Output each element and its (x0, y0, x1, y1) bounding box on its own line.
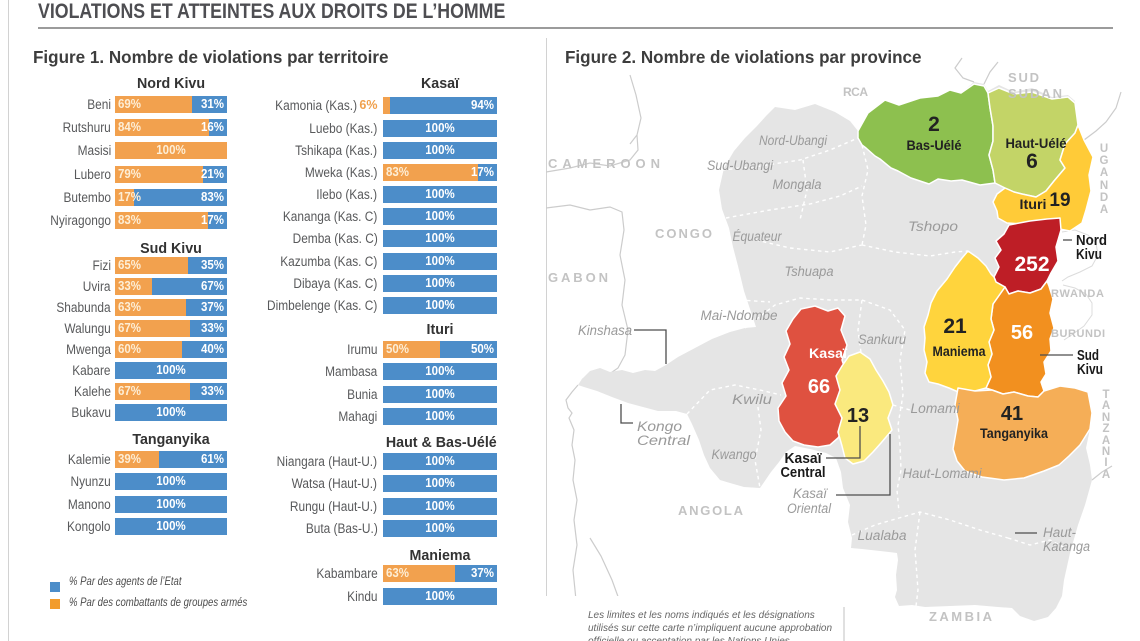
svg-text:Kivu: Kivu (1077, 361, 1103, 378)
svg-text:BURUNDI: BURUNDI (1051, 328, 1105, 340)
svg-text:6: 6 (1026, 150, 1038, 173)
svg-text:Mongala: Mongala (773, 177, 822, 192)
svg-text:Haut-: Haut- (1043, 525, 1077, 540)
svg-text:Sud-Ubangi: Sud-Ubangi (707, 158, 774, 173)
svg-text:SUDAN: SUDAN (1008, 86, 1062, 101)
svg-text:Central: Central (781, 464, 826, 481)
svg-text:U: U (1100, 143, 1108, 155)
svg-text:Lualaba: Lualaba (858, 528, 907, 543)
svg-text:T: T (1102, 389, 1109, 401)
svg-text:Les limites et les noms indiqu: Les limites et les noms indiqués et les … (588, 610, 815, 621)
svg-text:CAMEROON: CAMEROON (548, 156, 660, 171)
svg-text:Kasaï: Kasaï (793, 486, 828, 501)
svg-text:A: A (1102, 400, 1110, 412)
svg-text:N: N (1102, 412, 1110, 424)
svg-text:Haut-Uélé: Haut-Uélé (1006, 135, 1067, 151)
svg-text:19: 19 (1049, 190, 1070, 211)
svg-text:Lomami: Lomami (911, 401, 961, 416)
svg-text:56: 56 (1011, 322, 1033, 344)
svg-text:Kwilu: Kwilu (732, 392, 773, 407)
svg-text:ANGOLA: ANGOLA (678, 503, 744, 518)
svg-text:N: N (1100, 180, 1108, 192)
svg-text:CONGO: CONGO (655, 226, 712, 241)
svg-text:Kivu: Kivu (1076, 246, 1102, 263)
svg-text:RWANDA: RWANDA (1051, 288, 1104, 300)
svg-text:Kongo: Kongo (637, 419, 683, 434)
svg-text:Équateur: Équateur (733, 229, 782, 244)
svg-text:252: 252 (1014, 253, 1049, 276)
svg-text:Kasaï: Kasaï (809, 346, 848, 361)
svg-text:utilisés sur cette carte n’imp: utilisés sur cette carte n’impliquent au… (588, 623, 832, 634)
svg-text:2: 2 (928, 113, 940, 136)
svg-text:41: 41 (1001, 403, 1023, 425)
svg-text:SUD: SUD (1008, 70, 1039, 85)
svg-text:A: A (1102, 435, 1110, 447)
svg-text:N: N (1102, 446, 1110, 458)
svg-text:officielle ou acceptation par: officielle ou acceptation par les Nation… (588, 636, 790, 641)
svg-text:Tshopo: Tshopo (908, 219, 959, 234)
svg-text:Ituri: Ituri (1020, 196, 1047, 212)
svg-text:A: A (1102, 469, 1110, 481)
svg-text:Z: Z (1102, 423, 1109, 435)
svg-text:Bas-Uélé: Bas-Uélé (907, 137, 962, 153)
svg-text:Sankuru: Sankuru (858, 332, 906, 347)
svg-text:ZAMBIA: ZAMBIA (929, 609, 993, 624)
svg-text:21: 21 (943, 315, 967, 338)
svg-text:66: 66 (808, 376, 830, 398)
svg-text:Kwango: Kwango (712, 447, 757, 462)
svg-text:I: I (1104, 457, 1107, 469)
svg-text:Central: Central (637, 433, 691, 448)
svg-text:Haut-Lomami: Haut-Lomami (903, 466, 983, 481)
svg-text:A: A (1100, 167, 1108, 179)
svg-text:G: G (1100, 155, 1109, 167)
svg-text:RCA: RCA (843, 85, 868, 99)
svg-text:Tshuapa: Tshuapa (785, 264, 834, 279)
svg-text:D: D (1100, 192, 1108, 204)
svg-text:Kinshasa: Kinshasa (578, 323, 632, 338)
svg-text:Oriental: Oriental (787, 501, 832, 516)
svg-text:Nord-Ubangi: Nord-Ubangi (759, 133, 828, 148)
svg-text:A: A (1100, 204, 1108, 216)
svg-text:Kasaï: Kasaï (785, 450, 823, 467)
svg-text:GABON: GABON (548, 270, 608, 285)
svg-text:Mai-Ndombe: Mai-Ndombe (701, 308, 778, 323)
svg-text:Tanganyika: Tanganyika (980, 425, 1048, 441)
svg-text:Nord: Nord (1076, 232, 1107, 249)
svg-text:Katanga: Katanga (1043, 539, 1090, 554)
svg-text:13: 13 (847, 405, 869, 427)
svg-text:Sud: Sud (1077, 347, 1099, 364)
svg-text:Maniema: Maniema (933, 343, 986, 359)
